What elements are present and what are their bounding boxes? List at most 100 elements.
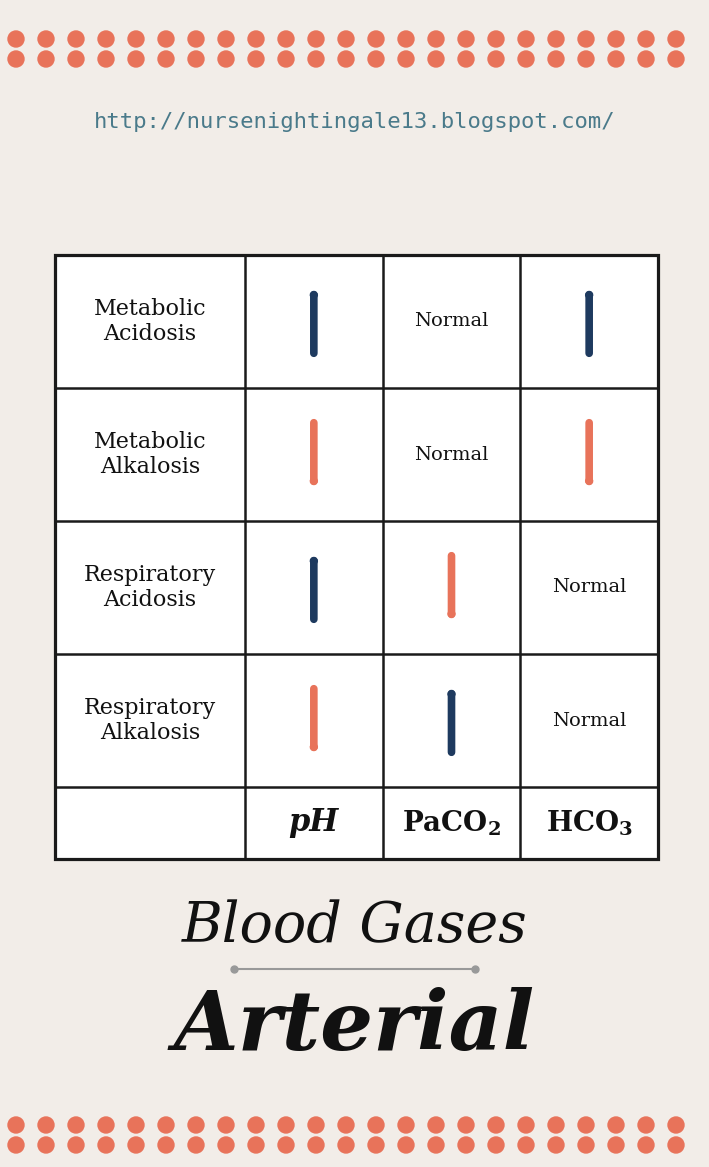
Circle shape (548, 32, 564, 47)
Circle shape (248, 32, 264, 47)
Circle shape (218, 32, 234, 47)
Circle shape (248, 51, 264, 67)
Circle shape (278, 1117, 294, 1133)
Circle shape (488, 1117, 504, 1133)
Circle shape (428, 1137, 444, 1153)
Circle shape (188, 1137, 204, 1153)
Circle shape (278, 32, 294, 47)
Circle shape (368, 1137, 384, 1153)
Text: Respiratory
Acidosis: Respiratory Acidosis (84, 564, 216, 612)
Circle shape (518, 1117, 534, 1133)
Circle shape (608, 51, 624, 67)
Circle shape (308, 1137, 324, 1153)
Circle shape (578, 32, 594, 47)
Circle shape (548, 1137, 564, 1153)
Circle shape (308, 1117, 324, 1133)
Circle shape (38, 1117, 54, 1133)
Circle shape (638, 51, 654, 67)
Circle shape (188, 32, 204, 47)
Circle shape (398, 1117, 414, 1133)
Bar (55, 256, 658, 859)
Text: Metabolic
Alkalosis: Metabolic Alkalosis (94, 431, 206, 478)
Circle shape (278, 1137, 294, 1153)
Circle shape (68, 32, 84, 47)
Circle shape (368, 32, 384, 47)
Circle shape (338, 51, 354, 67)
Text: $\mathregular{PaCO_2}$: $\mathregular{PaCO_2}$ (402, 809, 501, 838)
Circle shape (638, 1137, 654, 1153)
Circle shape (638, 1117, 654, 1133)
Circle shape (458, 1137, 474, 1153)
Circle shape (128, 1137, 144, 1153)
Text: $\mathregular{HCO_3}$: $\mathregular{HCO_3}$ (546, 809, 632, 838)
Circle shape (668, 1117, 684, 1133)
Circle shape (8, 1117, 24, 1133)
Circle shape (518, 1137, 534, 1153)
Circle shape (608, 32, 624, 47)
Circle shape (338, 32, 354, 47)
Circle shape (68, 51, 84, 67)
Text: Arterial: Arterial (174, 987, 535, 1067)
Circle shape (38, 1137, 54, 1153)
Text: Metabolic
Acidosis: Metabolic Acidosis (94, 298, 206, 345)
Circle shape (368, 51, 384, 67)
Circle shape (548, 51, 564, 67)
Circle shape (668, 32, 684, 47)
Circle shape (188, 1117, 204, 1133)
Text: Normal: Normal (552, 712, 626, 729)
Circle shape (98, 1117, 114, 1133)
Circle shape (158, 1137, 174, 1153)
Circle shape (248, 1117, 264, 1133)
Circle shape (398, 51, 414, 67)
Text: Blood Gases: Blood Gases (182, 900, 527, 955)
Circle shape (398, 1137, 414, 1153)
Circle shape (548, 1117, 564, 1133)
Text: http://nursenightingale13.blogspot.com/: http://nursenightingale13.blogspot.com/ (94, 112, 615, 132)
Circle shape (488, 51, 504, 67)
Circle shape (38, 51, 54, 67)
Circle shape (218, 1117, 234, 1133)
Circle shape (98, 51, 114, 67)
Circle shape (98, 32, 114, 47)
Circle shape (608, 1117, 624, 1133)
Circle shape (338, 1117, 354, 1133)
Circle shape (638, 32, 654, 47)
Text: Normal: Normal (414, 446, 489, 463)
Circle shape (38, 32, 54, 47)
Bar (55, 256, 658, 859)
Circle shape (128, 51, 144, 67)
Circle shape (608, 1137, 624, 1153)
Circle shape (518, 51, 534, 67)
Circle shape (578, 1117, 594, 1133)
Circle shape (68, 1137, 84, 1153)
Text: Respiratory
Alkalosis: Respiratory Alkalosis (84, 697, 216, 745)
Circle shape (188, 51, 204, 67)
Circle shape (68, 1117, 84, 1133)
Circle shape (8, 32, 24, 47)
Circle shape (158, 1117, 174, 1133)
Circle shape (308, 51, 324, 67)
Circle shape (488, 32, 504, 47)
Text: pH: pH (289, 808, 339, 839)
Circle shape (668, 51, 684, 67)
Circle shape (428, 32, 444, 47)
Circle shape (488, 1137, 504, 1153)
Circle shape (158, 51, 174, 67)
Circle shape (218, 1137, 234, 1153)
Circle shape (578, 1137, 594, 1153)
Circle shape (458, 1117, 474, 1133)
Circle shape (308, 32, 324, 47)
Circle shape (98, 1137, 114, 1153)
Circle shape (428, 1117, 444, 1133)
Circle shape (128, 1117, 144, 1133)
Circle shape (518, 32, 534, 47)
Circle shape (8, 1137, 24, 1153)
Circle shape (368, 1117, 384, 1133)
Circle shape (128, 32, 144, 47)
Circle shape (8, 51, 24, 67)
Circle shape (398, 32, 414, 47)
Circle shape (578, 51, 594, 67)
Circle shape (158, 32, 174, 47)
Circle shape (338, 1137, 354, 1153)
Circle shape (428, 51, 444, 67)
